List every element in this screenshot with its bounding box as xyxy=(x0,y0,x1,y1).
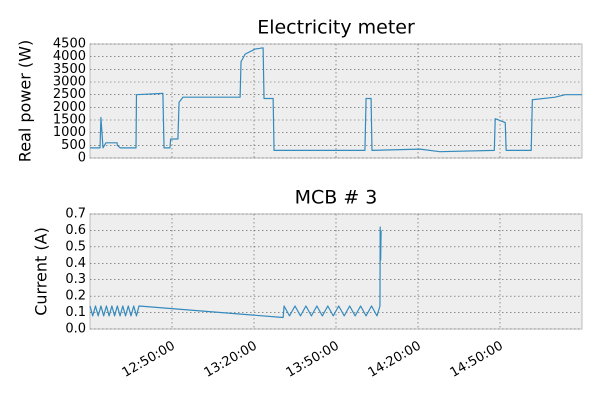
x-tick-label: 13:20:00 xyxy=(202,339,260,381)
data-line xyxy=(89,226,382,319)
y-tick-label: 2000 xyxy=(53,100,86,115)
chart-title: Electricity meter xyxy=(257,17,415,39)
y-tick-label: 1500 xyxy=(53,113,86,128)
x-tick-label: 13:50:00 xyxy=(284,339,342,381)
y-tick-label: 0.6 xyxy=(65,223,86,238)
data-line xyxy=(90,47,582,153)
y-tick-label: 0.1 xyxy=(65,305,86,320)
y-tick-label: 0 xyxy=(78,151,86,166)
y-tick-label: 0.4 xyxy=(65,256,86,271)
x-tick-label: 14:20:00 xyxy=(366,339,424,381)
y-tick-label: 0.7 xyxy=(65,207,86,222)
y-tick-label: 0.5 xyxy=(65,239,86,254)
y-tick-label: 4000 xyxy=(53,49,86,64)
y-tick-label: 0.3 xyxy=(65,272,86,287)
chart-title: MCB # 3 xyxy=(295,187,378,209)
x-tick-label: 14:50:00 xyxy=(448,339,506,381)
y-tick-label: 500 xyxy=(61,138,86,153)
y-axis-label: Real power (W) xyxy=(16,40,35,162)
y-tick-label: 0.0 xyxy=(65,322,86,337)
y-tick-label: 1000 xyxy=(53,125,86,140)
y-tick-label: 4500 xyxy=(53,37,86,52)
y-axis-label: Current (A) xyxy=(32,227,51,316)
y-tick-label: 3500 xyxy=(53,62,86,77)
y-tick-label: 0.2 xyxy=(65,289,86,304)
x-tick-label: 12:50:00 xyxy=(120,339,178,381)
y-tick-label: 2500 xyxy=(53,87,86,102)
y-tick-label: 3000 xyxy=(53,75,86,90)
